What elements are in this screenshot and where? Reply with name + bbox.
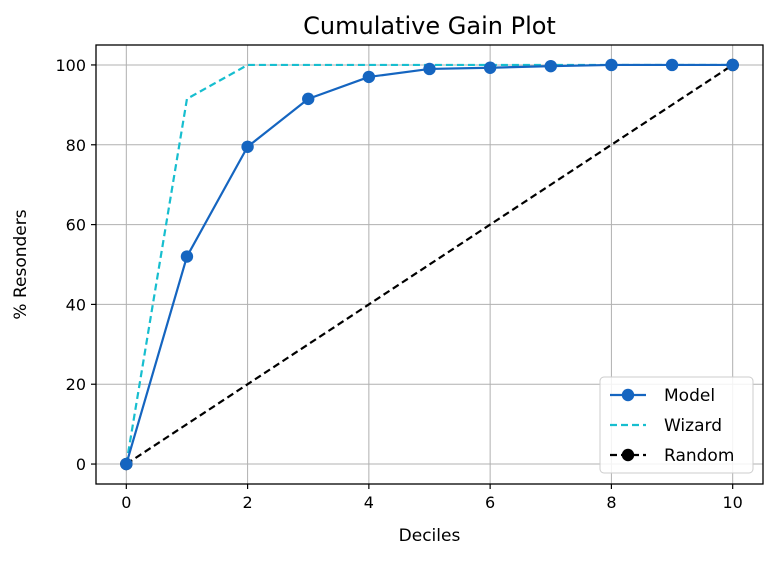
legend-marker bbox=[621, 388, 635, 402]
legend: Model Wizard Random bbox=[599, 376, 754, 474]
y-tick-label: 60 bbox=[66, 216, 86, 235]
y-tick-label: 80 bbox=[66, 136, 86, 155]
model-point bbox=[544, 59, 557, 73]
model-point bbox=[665, 58, 679, 72]
chart-title: Cumulative Gain Plot bbox=[303, 12, 556, 40]
model-point bbox=[180, 250, 194, 263]
legend-box bbox=[599, 376, 754, 474]
model-point bbox=[423, 62, 436, 76]
legend-label: Wizard bbox=[664, 416, 722, 436]
x-tick-label: 10 bbox=[723, 493, 743, 512]
model-point bbox=[483, 61, 497, 74]
y-tick-label: 0 bbox=[76, 455, 86, 474]
legend-item-wizard: Wizard bbox=[610, 416, 722, 436]
y-tick-label: 100 bbox=[55, 56, 86, 75]
x-tick-label: 4 bbox=[364, 493, 374, 512]
model-point bbox=[605, 58, 618, 72]
x-tick-label: 0 bbox=[121, 493, 131, 512]
legend-marker bbox=[621, 448, 635, 462]
y-axis-label: % Resonders bbox=[11, 209, 31, 319]
y-tick-label: 40 bbox=[66, 295, 86, 314]
model-point bbox=[120, 457, 133, 471]
legend-label: Model bbox=[664, 386, 715, 406]
y-tick-label: 20 bbox=[66, 375, 86, 394]
plot-frame bbox=[95, 44, 764, 485]
x-tick-label: 2 bbox=[242, 493, 252, 512]
model-point bbox=[241, 140, 254, 153]
legend-label: Random bbox=[664, 446, 734, 466]
x-axis-label: Deciles bbox=[399, 526, 461, 546]
series-layer bbox=[120, 58, 739, 471]
x-tick-label: 6 bbox=[485, 493, 495, 512]
model-point bbox=[362, 70, 376, 84]
legend-item-random: Random bbox=[610, 446, 734, 466]
model-point bbox=[302, 92, 315, 106]
series-model bbox=[120, 58, 739, 471]
model-point bbox=[726, 58, 739, 72]
grid bbox=[96, 45, 763, 484]
x-tick-label: 8 bbox=[606, 493, 616, 512]
legend-item-model: Model bbox=[610, 386, 715, 406]
